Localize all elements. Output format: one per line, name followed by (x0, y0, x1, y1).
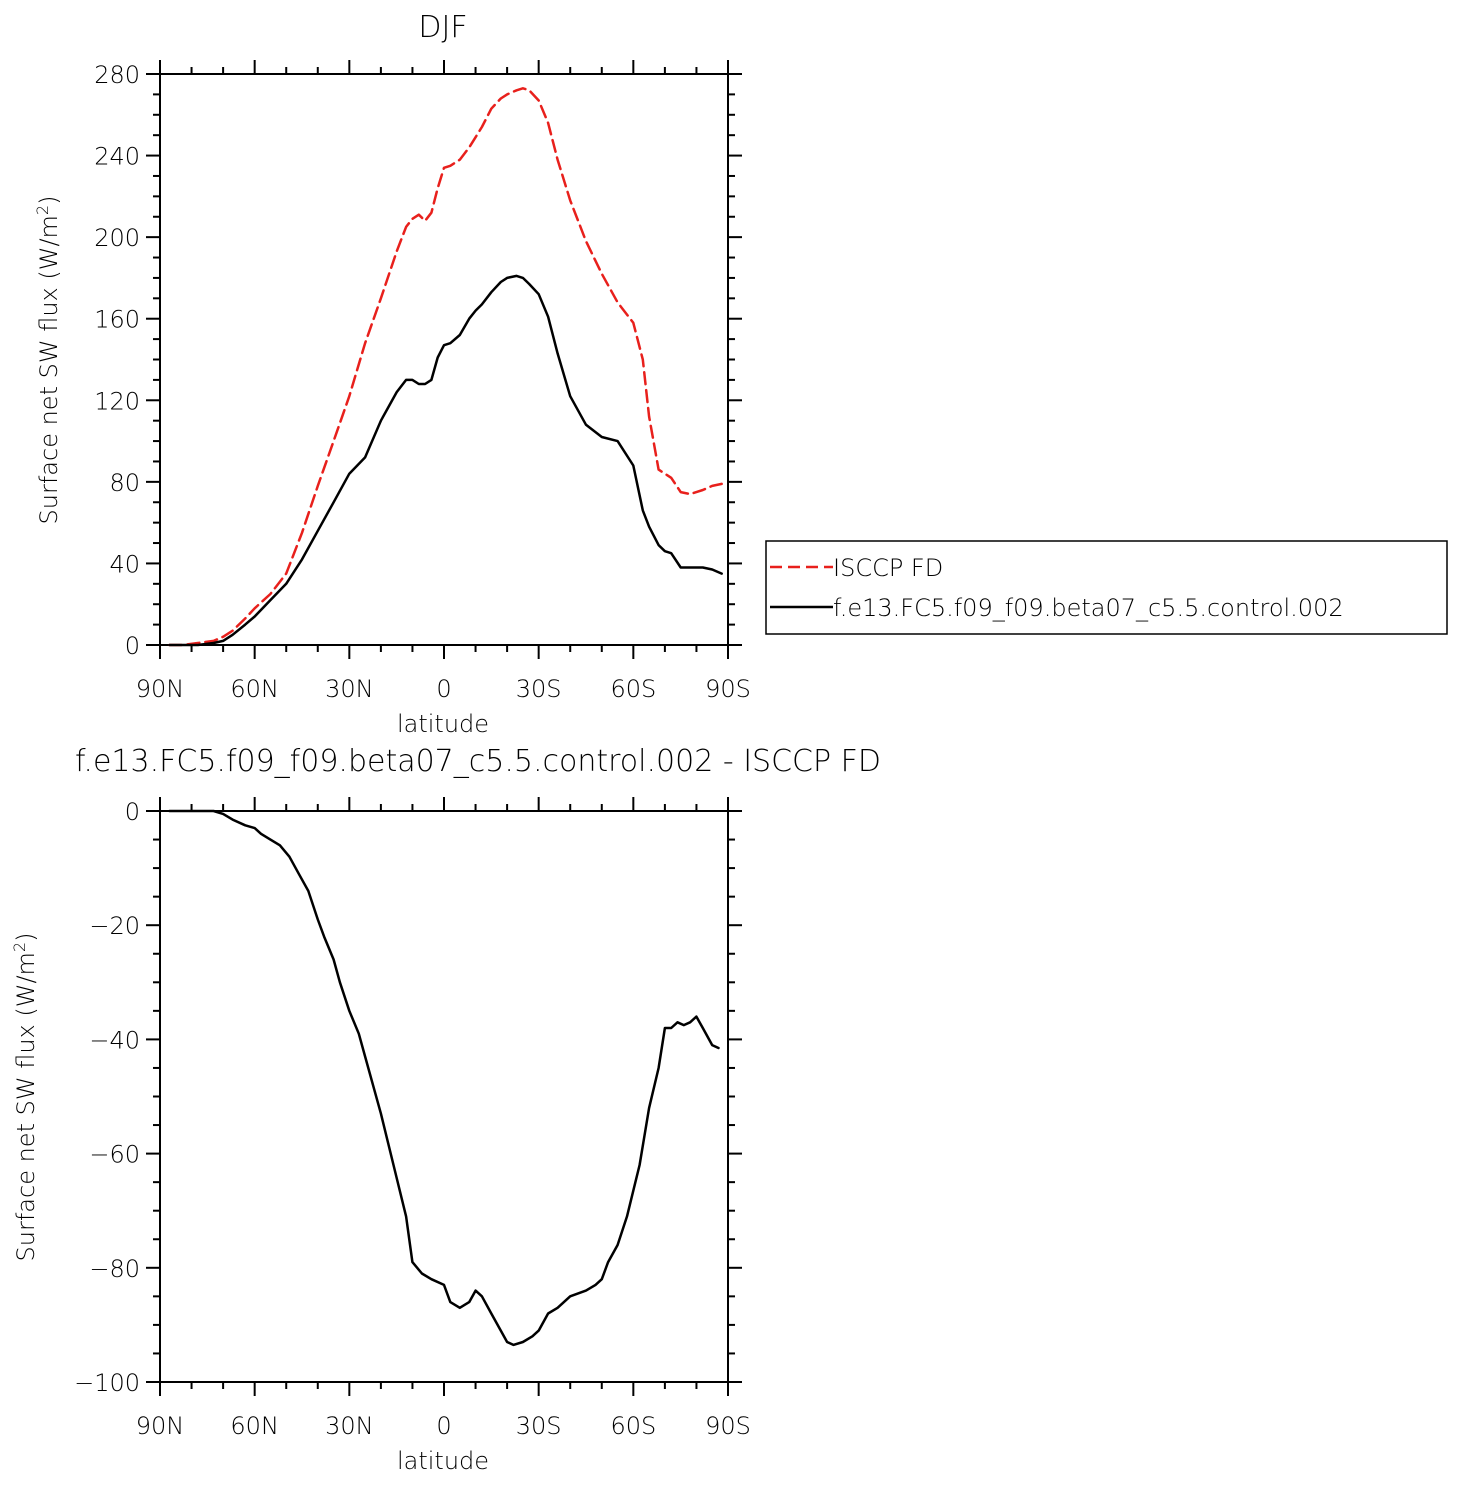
top-y-tick-labels: 0 40 80 120 160 200 240 280 (94, 61, 140, 660)
bottom-chart-title: f.e13.FC5.f09_f09.beta07_c5.5.control.00… (75, 744, 881, 779)
x-tick-label: 0 (436, 675, 451, 703)
x-tick-label: 30S (516, 1412, 562, 1440)
top-axis-ticks (146, 60, 742, 659)
x-tick-label: 30S (516, 675, 562, 703)
series-line-f-e13-fc5-f09-f09-beta07-c5-5-control-002 (168, 274, 723, 647)
top-panel: DJF 90N 60N 30N 0 30S 60S 90S 0 40 80 120 160 200 24… (33, 10, 751, 738)
y-tick-label: −40 (89, 1026, 140, 1054)
legend-label-isccp: ISCCP FD (833, 554, 943, 582)
x-tick-label: 60N (230, 675, 279, 703)
y-tick-label: 0 (125, 798, 140, 826)
bottom-y-axis-label-main: Surface net SW flux (W/m (12, 952, 40, 1261)
x-tick-label: 90S (705, 1412, 751, 1440)
y-tick-label: −20 (89, 912, 140, 940)
bottom-y-axis-label-sup: 2 (10, 942, 29, 952)
y-tick-label: 160 (94, 306, 140, 334)
bottom-y-tick-labels: 0 −20 −40 −60 −80 −100 (74, 798, 140, 1397)
x-tick-label: 30N (325, 1412, 374, 1440)
bottom-y-axis-label-close: ) (12, 933, 40, 942)
bottom-x-axis-label: latitude (397, 1447, 489, 1475)
x-tick-label: 60S (610, 675, 656, 703)
bottom-axis-ticks (146, 797, 742, 1396)
x-tick-label: 90S (705, 675, 751, 703)
legend-label-model: f.e13.FC5.f09_f09.beta07_c5.5.control.00… (833, 594, 1344, 622)
x-tick-label: 30N (325, 675, 374, 703)
y-tick-label: −60 (89, 1141, 140, 1169)
top-y-axis-label: Surface net SW flux (W/m2) (33, 196, 63, 525)
bottom-series-lines (168, 809, 720, 1347)
legend: ISCCP FD f.e13.FC5.f09_f09.beta07_c5.5.c… (765, 540, 1448, 635)
top-chart-title: DJF (418, 10, 467, 45)
bottom-panel: f.e13.FC5.f09_f09.beta07_c5.5.control.00… (10, 744, 881, 1475)
top-y-axis-label-close: ) (35, 196, 63, 205)
x-tick-label: 60N (230, 1412, 279, 1440)
y-tick-label: −80 (89, 1255, 140, 1283)
legend-box (765, 540, 1448, 635)
y-tick-label: 0 (125, 632, 140, 660)
bottom-plot-frame (159, 810, 729, 1383)
x-tick-label: 60S (610, 1412, 656, 1440)
series-line-difference (168, 809, 720, 1347)
bottom-x-tick-labels: 90N 60N 30N 0 30S 60S 90S (136, 1412, 751, 1440)
y-tick-label: 80 (109, 469, 140, 497)
y-tick-label: 200 (94, 224, 140, 252)
y-tick-label: −100 (74, 1369, 140, 1397)
y-tick-label: 40 (109, 550, 140, 578)
y-tick-label: 240 (94, 143, 140, 171)
top-y-axis-label-main: Surface net SW flux (W/m (35, 215, 63, 524)
top-x-tick-labels: 90N 60N 30N 0 30S 60S 90S (136, 675, 751, 703)
top-series-lines (168, 87, 723, 647)
top-y-axis-label-sup: 2 (33, 205, 52, 215)
top-x-axis-label: latitude (397, 710, 489, 738)
bottom-y-axis-label: Surface net SW flux (W/m2) (10, 933, 40, 1262)
x-tick-label: 90N (136, 675, 185, 703)
y-tick-label: 280 (94, 61, 140, 89)
series-line-isccp-fd (168, 87, 723, 647)
x-tick-label: 90N (136, 1412, 185, 1440)
x-tick-label: 0 (436, 1412, 451, 1440)
y-tick-label: 120 (94, 387, 140, 415)
